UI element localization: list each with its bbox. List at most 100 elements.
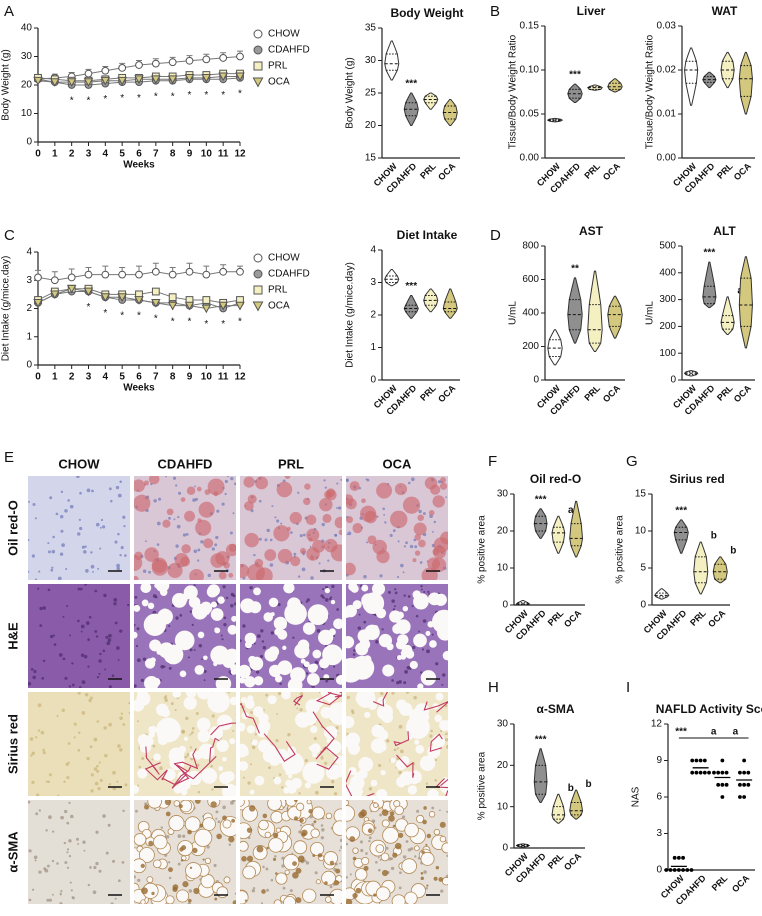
vacuole xyxy=(432,734,446,748)
lipid xyxy=(184,510,196,522)
nucleus xyxy=(325,679,328,683)
stain xyxy=(324,881,328,885)
vacuole xyxy=(204,857,212,865)
stain xyxy=(389,811,395,816)
vacuole xyxy=(311,752,318,758)
nucleus xyxy=(403,681,407,685)
vacuole xyxy=(249,789,255,795)
data-point xyxy=(742,758,747,763)
nucleus xyxy=(224,479,228,484)
vacuole xyxy=(382,826,399,844)
nucleus xyxy=(90,773,94,777)
vacuole xyxy=(381,711,393,724)
nucleus xyxy=(105,635,109,639)
collagen xyxy=(161,764,190,786)
nucleus xyxy=(97,787,101,791)
vacuole xyxy=(370,779,378,787)
vacuole xyxy=(183,585,198,600)
vacuole xyxy=(347,742,360,755)
nucleus xyxy=(257,634,261,639)
lipid xyxy=(290,556,301,567)
tissue xyxy=(28,476,130,580)
x-tick-label: PRL xyxy=(418,383,438,403)
nucleus xyxy=(270,631,275,635)
x-tick-label: 1 xyxy=(52,372,58,383)
nucleus xyxy=(387,590,391,594)
vacuole xyxy=(335,675,342,685)
nucleus xyxy=(446,810,448,813)
nucleus xyxy=(215,810,219,814)
nucleus xyxy=(189,610,193,613)
nucleus xyxy=(346,842,349,846)
nucleus xyxy=(77,619,80,623)
y-tick-label: 400 xyxy=(659,267,676,278)
nucleus xyxy=(117,744,121,748)
violin xyxy=(533,748,548,804)
nucleus xyxy=(379,574,383,578)
lipid xyxy=(247,494,257,504)
vacuole xyxy=(254,775,265,786)
chart-title: Oil red-O xyxy=(530,472,581,486)
stain xyxy=(182,881,189,888)
nucleus xyxy=(110,902,114,904)
nucleus xyxy=(81,545,85,549)
nucleus xyxy=(95,522,100,527)
marker xyxy=(201,304,212,314)
x-tick-label: PRL xyxy=(710,873,730,893)
nucleus xyxy=(83,655,88,659)
stain xyxy=(373,893,377,897)
legend-marker xyxy=(252,77,264,88)
y-tick-label: 3 xyxy=(370,277,376,288)
y-axis-label: Tissue/Body Weight Ratio xyxy=(508,34,519,149)
violin xyxy=(673,519,689,554)
vacuole xyxy=(321,870,336,886)
y-tick-label: 30 xyxy=(365,55,377,66)
vacuole xyxy=(201,768,218,784)
nucleus xyxy=(128,711,130,714)
nucleus xyxy=(413,695,417,700)
nucleus xyxy=(28,500,31,503)
significance-mark: b xyxy=(711,531,717,542)
nucleus xyxy=(99,778,103,782)
y-tick-label: 30 xyxy=(21,51,33,62)
data-point xyxy=(720,795,725,799)
vacuole xyxy=(173,785,182,794)
nucleus xyxy=(386,739,390,743)
nucleus xyxy=(418,630,421,633)
nucleus xyxy=(391,679,394,682)
nucleus xyxy=(298,792,301,795)
nucleus xyxy=(394,588,397,591)
nucleus xyxy=(397,540,400,543)
stain xyxy=(272,857,277,861)
data-point xyxy=(742,795,747,799)
lipid xyxy=(440,477,446,483)
marker xyxy=(218,301,228,311)
significance-mark: *** xyxy=(704,248,716,259)
nucleus xyxy=(117,659,120,661)
nucleus xyxy=(158,497,162,501)
nucleus xyxy=(358,613,361,616)
nucleus xyxy=(339,838,342,843)
significance-mark: *** xyxy=(405,79,417,90)
nucleus xyxy=(42,659,46,663)
stain xyxy=(433,876,438,881)
data-point xyxy=(716,770,721,775)
collagen xyxy=(429,733,443,753)
nucleus xyxy=(221,638,224,641)
nucleus xyxy=(56,714,59,718)
vacuole xyxy=(291,777,302,789)
vacuole xyxy=(413,845,420,852)
nucleus xyxy=(441,683,444,686)
nucleus xyxy=(419,561,423,564)
lipid xyxy=(417,514,424,522)
vacuole xyxy=(313,697,324,708)
nucleus xyxy=(398,770,402,775)
nucleus xyxy=(134,875,136,879)
legend-label: OCA xyxy=(268,301,290,312)
nucleus xyxy=(297,491,300,494)
nucleus xyxy=(340,478,342,481)
y-tick-label: 35 xyxy=(365,23,377,34)
stain xyxy=(261,889,266,894)
significance-mark: * xyxy=(103,94,107,105)
y-tick-label: 200 xyxy=(659,321,676,332)
